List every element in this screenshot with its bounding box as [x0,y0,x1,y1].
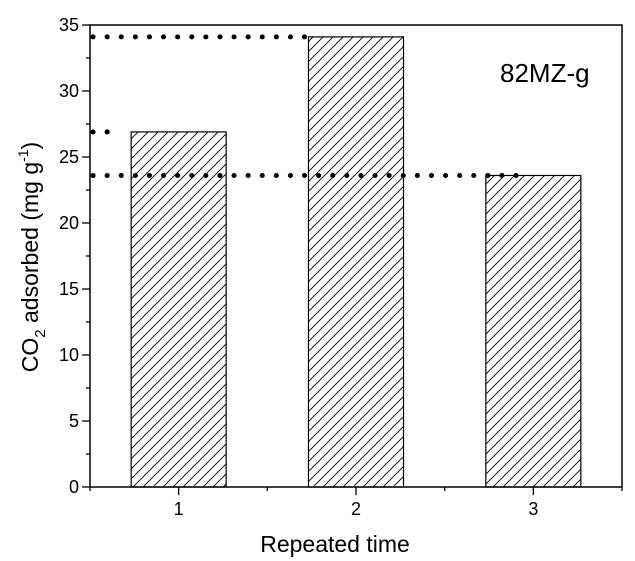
x-tick-label: 3 [528,499,538,519]
y-axis-label-sub: 2 [32,329,49,337]
bar-2 [307,36,405,488]
y-axis-label-pre: CO [17,338,43,373]
y-tick-label: 30 [59,81,79,101]
x-axis-ticks: 1 2 3 [89,487,623,519]
y-tick-label: 5 [69,411,79,431]
y-tick-label: 15 [59,279,79,299]
y-axis-label-post: ) [17,142,43,150]
y-axis-label-sup: -1 [15,149,31,162]
bar-1 [130,131,227,488]
y-axis-label: CO2 adsorbed (mg g-1) [15,142,49,372]
y-axis-label-mid: adsorbed (mg g [17,162,43,329]
y-tick-label: 25 [59,147,79,167]
y-tick-label: 10 [59,345,79,365]
bar-3 [485,174,582,488]
y-tick-label: 20 [59,213,79,233]
y-tick-label: 0 [69,477,79,497]
x-axis-label: Repeated time [260,531,410,557]
x-tick-label: 2 [351,499,361,519]
y-axis-ticks: 0 5 10 15 20 25 30 35 [59,15,90,497]
x-tick-label: 1 [174,499,184,519]
bars [130,36,582,488]
chart-annotation: 82MZ-g [500,58,590,88]
y-tick-label: 35 [59,15,79,35]
